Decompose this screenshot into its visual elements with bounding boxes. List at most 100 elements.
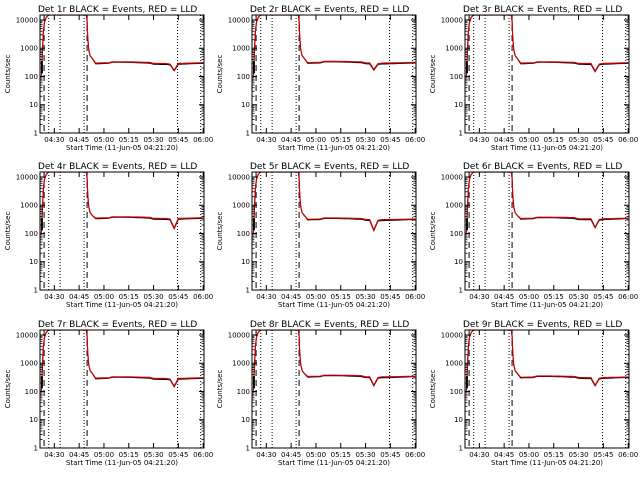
y-tick-label: 10 — [241, 101, 250, 109]
y-tick-label: 1 — [459, 445, 463, 453]
x-tick-label: 04:45 — [69, 451, 89, 459]
x-tick-label: 04:45 — [494, 451, 514, 459]
y-axis-label: Counts/sec — [216, 370, 224, 409]
x-tick-label: 05:00 — [94, 293, 114, 301]
x-axis-label: Start Time (11-Jun-05 04:21:20) — [66, 301, 178, 309]
x-axis-label: Start Time (11-Jun-05 04:21:20) — [66, 459, 178, 467]
y-tick-label: 100 — [450, 388, 463, 396]
x-tick-label: 05:45 — [168, 136, 188, 144]
x-axis-label: Start Time (11-Jun-05 04:21:20) — [278, 459, 390, 467]
events-series-line — [252, 14, 416, 77]
x-tick-label: 05:00 — [519, 451, 539, 459]
events-series-line — [465, 329, 629, 392]
x-tick-label: 04:30 — [44, 293, 64, 301]
y-tick-label: 10 — [241, 416, 250, 424]
x-tick-label: 05:30 — [143, 136, 163, 144]
x-tick-label: 05:00 — [306, 451, 326, 459]
panel-det-2: Det 2r BLACK = Events, RED = LLDDet 2r B… — [216, 1, 425, 152]
x-tick-label: 06:00 — [405, 136, 425, 144]
x-tick-label: 06:00 — [193, 293, 213, 301]
y-tick-label: 1000 — [445, 45, 463, 53]
x-tick-label: 05:45 — [168, 451, 188, 459]
y-tick-label: 10 — [454, 416, 463, 424]
x-tick-label: 06:00 — [193, 136, 213, 144]
y-tick-label: 1 — [459, 130, 463, 138]
title-backdrop — [464, 158, 630, 172]
events-series-line — [40, 329, 204, 392]
y-tick-label: 1 — [246, 130, 250, 138]
x-tick-label: 05:00 — [94, 451, 114, 459]
panel-title: Det 1r BLACK = Events, RED = LLD — [38, 5, 197, 15]
x-axis-label: Start Time (11-Jun-05 04:21:20) — [278, 301, 390, 309]
panel-det-9: Det 9r BLACK = Events, RED = LLDDet 9r B… — [429, 316, 638, 467]
x-tick-label: 05:45 — [380, 293, 400, 301]
y-tick-label: 10000 — [16, 16, 38, 24]
x-tick-label: 05:15 — [331, 136, 351, 144]
x-axis-label: Start Time (11-Jun-05 04:21:20) — [491, 301, 603, 309]
plot-frame — [39, 171, 205, 291]
plot-frame — [39, 14, 205, 134]
y-tick-label: 100 — [25, 73, 38, 81]
y-axis-label: Counts/sec — [216, 212, 224, 251]
x-tick-label: 05:45 — [380, 136, 400, 144]
y-tick-label: 10 — [29, 416, 38, 424]
panel-title: Det 5r BLACK = Events, RED = LLD — [250, 162, 409, 172]
y-tick-label: 10 — [454, 101, 463, 109]
x-tick-label: 04:45 — [69, 293, 89, 301]
y-tick-label: 1000 — [445, 202, 463, 210]
y-tick-label: 1 — [34, 445, 38, 453]
x-tick-label: 05:00 — [306, 136, 326, 144]
x-tick-label: 04:30 — [44, 136, 64, 144]
x-axis-label: Start Time (11-Jun-05 04:21:20) — [278, 144, 390, 152]
title-backdrop — [464, 316, 630, 330]
y-tick-label: 10000 — [16, 331, 38, 339]
x-axis-label: Start Time (11-Jun-05 04:21:20) — [491, 459, 603, 467]
title-backdrop — [39, 158, 205, 172]
lld-series-line — [40, 329, 204, 392]
plot-frame — [251, 171, 417, 291]
x-tick-label: 04:45 — [494, 293, 514, 301]
x-tick-label: 05:30 — [568, 451, 588, 459]
x-tick-label: 04:30 — [256, 293, 276, 301]
y-axis-label: Counts/sec — [429, 212, 437, 251]
x-tick-label: 04:45 — [69, 136, 89, 144]
x-tick-label: 06:00 — [618, 293, 638, 301]
panel-det-3: Det 3r BLACK = Events, RED = LLDDet 3r B… — [429, 1, 638, 152]
y-tick-label: 100 — [450, 73, 463, 81]
x-tick-label: 05:00 — [94, 136, 114, 144]
panel-title: Det 3r BLACK = Events, RED = LLD — [463, 5, 622, 15]
x-tick-label: 04:45 — [281, 293, 301, 301]
y-tick-label: 1000 — [232, 45, 250, 53]
y-tick-label: 10 — [29, 258, 38, 266]
y-tick-label: 1000 — [232, 360, 250, 368]
x-tick-label: 05:15 — [544, 136, 564, 144]
y-tick-label: 10000 — [441, 173, 463, 181]
x-tick-label: 05:30 — [143, 293, 163, 301]
x-tick-label: 05:30 — [355, 293, 375, 301]
lld-series-line — [252, 14, 416, 77]
x-tick-label: 04:30 — [44, 451, 64, 459]
x-tick-label: 05:15 — [331, 451, 351, 459]
y-tick-label: 1 — [246, 287, 250, 295]
x-tick-label: 05:15 — [544, 293, 564, 301]
y-tick-label: 10000 — [228, 331, 250, 339]
y-tick-label: 10000 — [228, 16, 250, 24]
x-tick-label: 06:00 — [193, 451, 213, 459]
events-series-line — [40, 14, 204, 77]
y-axis-label: Counts/sec — [429, 370, 437, 409]
y-tick-label: 1000 — [445, 360, 463, 368]
x-tick-label: 05:30 — [143, 451, 163, 459]
y-tick-label: 10000 — [228, 173, 250, 181]
x-tick-label: 05:45 — [593, 136, 613, 144]
events-series-line — [465, 171, 629, 234]
lld-series-line — [252, 171, 416, 234]
x-tick-label: 05:15 — [119, 136, 139, 144]
x-tick-label: 04:45 — [494, 136, 514, 144]
x-tick-label: 06:00 — [618, 136, 638, 144]
x-tick-label: 05:00 — [306, 293, 326, 301]
plot-frame — [464, 329, 630, 449]
y-tick-label: 10000 — [441, 16, 463, 24]
events-series-line — [40, 171, 204, 234]
y-tick-label: 1000 — [20, 360, 38, 368]
